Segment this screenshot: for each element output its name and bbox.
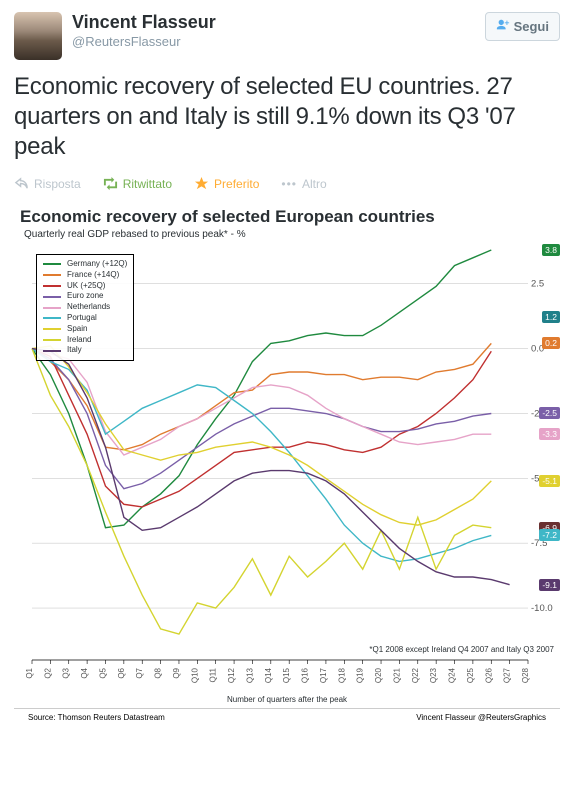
tweet-actions: Risposta Ritwittato Preferito ••• Altro [14, 176, 560, 191]
svg-text:Q15: Q15 [282, 667, 291, 683]
svg-text:-10.0: -10.0 [531, 603, 553, 614]
svg-text:Q24: Q24 [448, 667, 457, 683]
svg-text:Q26: Q26 [484, 667, 493, 683]
svg-text:Q8: Q8 [154, 667, 163, 678]
end-value-badge: -2.5 [539, 407, 560, 419]
reply-action[interactable]: Risposta [14, 176, 81, 191]
star-icon [194, 176, 209, 191]
chart-note: *Q1 2008 except Ireland Q4 2007 and Ital… [369, 645, 554, 654]
svg-text:Q4: Q4 [80, 667, 89, 678]
tweet-header: Vincent Flasseur @ReutersFlasseur Segui [14, 12, 560, 60]
chart-footer: Source: Thomson Reuters Datastream Vince… [14, 708, 560, 726]
svg-text:Q10: Q10 [190, 667, 199, 683]
legend-item: Netherlands [43, 302, 127, 313]
chart-credit: Vincent Flasseur @ReutersGraphics [416, 713, 546, 722]
legend-item: Euro zone [43, 291, 127, 302]
retweet-action[interactable]: Ritwittato [103, 176, 172, 191]
end-value-badge: 1.2 [542, 311, 560, 323]
svg-text:Q6: Q6 [117, 667, 126, 678]
svg-text:2.5: 2.5 [531, 279, 544, 290]
svg-text:Q3: Q3 [62, 667, 71, 678]
legend-item: Italy [43, 345, 127, 356]
svg-text:Q19: Q19 [356, 667, 365, 683]
end-value-badge: 0.2 [542, 337, 560, 349]
svg-text:Q2: Q2 [43, 667, 52, 678]
svg-text:Q14: Q14 [264, 667, 273, 683]
tweet-text: Economic recovery of selected EU countri… [14, 72, 560, 162]
end-value-badge: -9.1 [539, 579, 560, 591]
more-action[interactable]: ••• Altro [281, 177, 326, 191]
svg-text:Q25: Q25 [466, 667, 475, 683]
follow-label: Segui [514, 19, 549, 34]
x-axis-title: Number of quarters after the peak [227, 695, 347, 704]
legend-item: UK (+25Q) [43, 281, 127, 292]
favorite-action[interactable]: Preferito [194, 176, 259, 191]
end-value-badge: 3.8 [542, 244, 560, 256]
tweet-container: Vincent Flasseur @ReutersFlasseur Segui … [0, 0, 574, 203]
svg-text:Q16: Q16 [301, 667, 310, 683]
reply-icon [14, 176, 29, 191]
svg-text:Q7: Q7 [135, 667, 144, 678]
svg-text:Q17: Q17 [319, 667, 328, 683]
svg-text:Q20: Q20 [374, 667, 383, 683]
end-value-badge: -3.3 [539, 428, 560, 440]
svg-text:Q21: Q21 [392, 667, 401, 683]
legend-item: Portugal [43, 313, 127, 324]
user-handle[interactable]: @ReutersFlasseur [72, 34, 485, 49]
svg-text:Q9: Q9 [172, 667, 181, 678]
end-value-badge: -5.1 [539, 475, 560, 487]
svg-text:Q27: Q27 [503, 667, 512, 683]
display-name[interactable]: Vincent Flasseur [72, 12, 485, 34]
follow-icon [496, 18, 510, 35]
chart-source: Source: Thomson Reuters Datastream [28, 713, 165, 722]
legend-item: Spain [43, 324, 127, 335]
chart-title: Economic recovery of selected European c… [14, 203, 560, 229]
more-icon: ••• [281, 177, 297, 191]
retweet-icon [103, 176, 118, 191]
svg-text:Q13: Q13 [245, 667, 254, 683]
avatar[interactable] [14, 12, 62, 60]
svg-text:Q1: Q1 [25, 667, 34, 678]
legend-item: Germany (+12Q) [43, 259, 127, 270]
svg-text:Q23: Q23 [429, 667, 438, 683]
legend-item: France (+14Q) [43, 270, 127, 281]
follow-button[interactable]: Segui [485, 12, 560, 41]
svg-text:Q11: Q11 [209, 667, 218, 682]
svg-text:Q22: Q22 [411, 667, 420, 683]
svg-text:Q5: Q5 [98, 667, 107, 678]
svg-text:Q28: Q28 [521, 667, 530, 683]
chart-legend: Germany (+12Q)France (+14Q)UK (+25Q)Euro… [36, 254, 134, 361]
chart-plot: 2.50.0-2.5-5.0-7.5-10.0Q1Q2Q3Q4Q5Q6Q7Q8Q… [14, 244, 560, 704]
legend-item: Ireland [43, 335, 127, 346]
svg-text:Q18: Q18 [337, 667, 346, 683]
chart-subtitle: Quarterly real GDP rebased to previous p… [14, 229, 560, 244]
end-value-badge: -7.2 [539, 529, 560, 541]
svg-text:Q12: Q12 [227, 667, 236, 683]
chart-image: Economic recovery of selected European c… [0, 203, 574, 740]
